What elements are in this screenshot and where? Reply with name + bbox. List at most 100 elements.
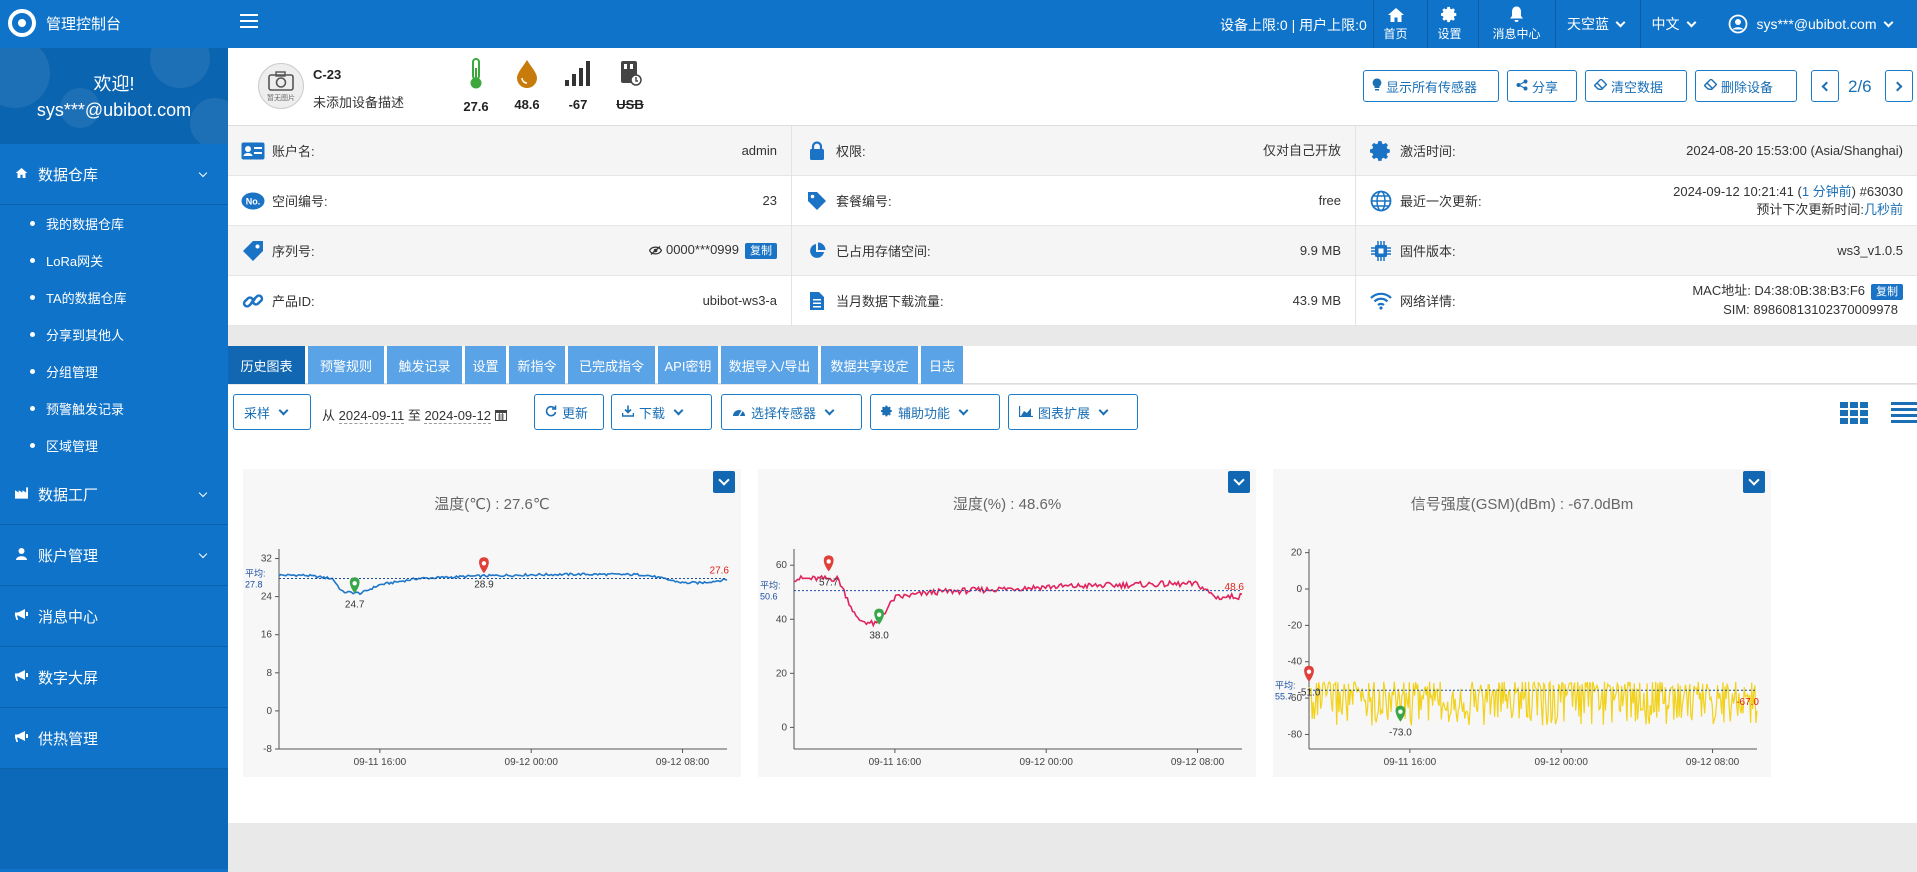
chip-icon <box>1368 238 1394 264</box>
sidebar-group-label: 数字大屏 <box>38 669 99 687</box>
theme-select[interactable]: 天空蓝 <box>1555 0 1635 48</box>
y-tick-label: 20 <box>776 668 788 679</box>
id-card-icon <box>240 138 266 164</box>
menu-toggle-icon[interactable] <box>240 14 258 30</box>
previous-device-button[interactable] <box>1811 70 1839 102</box>
message-center-label: 消息中心 <box>1492 27 1541 41</box>
user-menu[interactable]: sys***@ubibot.com <box>1710 0 1910 48</box>
chevron-left-icon <box>1821 81 1832 91</box>
copy-mac-button[interactable]: 复制 <box>1871 284 1903 300</box>
tab-history-chart[interactable]: 历史图表 <box>228 346 305 384</box>
bullet-icon <box>30 221 35 226</box>
sidebar-item-my-warehouse[interactable]: 我的数据仓库 <box>0 205 228 242</box>
sidebar-group-bigscreen[interactable]: 数字大屏 <box>0 647 228 708</box>
device-header: 暂无图片 C-23 未添加设备描述 27.6 48.6 -67 USB 显示所有… <box>228 48 1917 126</box>
date-to-value[interactable]: 2024-09-12 <box>424 408 491 424</box>
megaphone-icon <box>14 731 28 745</box>
sidebar-item-area-management[interactable]: 区域管理 <box>0 427 228 464</box>
welcome-text: 欢迎! <box>93 74 135 94</box>
select-sensor-dropdown[interactable]: 选择传感器 <box>721 394 862 430</box>
tab-settings[interactable]: 设置 <box>465 346 506 384</box>
home-icon <box>1387 7 1404 22</box>
language-select[interactable]: 中文 <box>1640 0 1705 48</box>
date-range-picker[interactable]: 从 2024-09-11 至 2024-09-12 <box>322 405 507 424</box>
delete-device-button[interactable]: 删除设备 <box>1695 70 1797 102</box>
brand[interactable]: 管理控制台 <box>8 9 121 37</box>
chart-menu-button[interactable] <box>1228 471 1250 493</box>
refresh-icon <box>545 405 557 420</box>
sidebar-group-label: 供热管理 <box>38 730 99 748</box>
ubibot-logo-icon <box>8 9 36 37</box>
sensor-temperature[interactable]: 27.6 <box>454 58 498 114</box>
sidebar-group-data-factory[interactable]: 数据工厂 <box>0 464 228 525</box>
sidebar: 欢迎! sys***@ubibot.com 数据仓库 我的数据仓库 LoRa网关… <box>0 48 228 872</box>
tab-completed-commands[interactable]: 已完成指令 <box>568 346 655 384</box>
share-button[interactable]: 分享 <box>1507 70 1577 102</box>
date-from-value[interactable]: 2024-09-11 <box>338 408 405 424</box>
max-marker-label: 28.9 <box>474 579 494 590</box>
y-tick-label: -20 <box>1288 620 1303 631</box>
sensor-humidity[interactable]: 48.6 <box>505 58 549 112</box>
average-label: 平均: <box>1275 679 1296 690</box>
tab-alert-rules[interactable]: 预警规则 <box>308 346 384 384</box>
tab-data-sharing[interactable]: 数据共享设定 <box>821 346 918 384</box>
sensor-signal[interactable]: -67 <box>556 58 600 112</box>
calendar-icon[interactable] <box>494 409 507 424</box>
settings-button[interactable]: 设置 <box>1427 0 1471 48</box>
next-update-label: 预计下次更新时间: <box>1756 201 1864 217</box>
device-avatar[interactable]: 暂无图片 <box>258 63 304 109</box>
info-label: 已占用存储空间: <box>836 244 931 259</box>
button-label: 采样 <box>244 405 271 421</box>
sidebar-item-group-management[interactable]: 分组管理 <box>0 353 228 390</box>
assist-dropdown[interactable]: 辅助功能 <box>870 394 1000 430</box>
show-all-sensors-button[interactable]: 显示所有传感器 <box>1363 70 1499 102</box>
clear-data-button[interactable]: 清空数据 <box>1585 70 1687 102</box>
sidebar-item-ta-warehouse[interactable]: TA的数据仓库 <box>0 279 228 316</box>
factory-icon <box>14 486 28 502</box>
chart-extension-dropdown[interactable]: 图表扩展 <box>1008 394 1138 430</box>
x-tick-label: 09-12 00:00 <box>1020 757 1074 768</box>
tab-new-command[interactable]: 新指令 <box>509 346 565 384</box>
y-tick-label: 8 <box>266 668 272 679</box>
chart-menu-button[interactable] <box>1743 471 1765 493</box>
sensor-power[interactable]: USB <box>608 58 652 112</box>
sample-dropdown[interactable]: 采样 <box>233 394 311 430</box>
sensor-value: 48.6 <box>514 97 540 112</box>
info-label: 当月数据下载流量: <box>836 294 944 309</box>
tab-api-keys[interactable]: API密钥 <box>658 346 718 384</box>
date-to-label: 至 <box>407 408 421 423</box>
copy-serial-button[interactable]: 复制 <box>745 243 777 259</box>
sidebar-group-account[interactable]: 账户管理 <box>0 525 228 586</box>
sidebar-group-heating[interactable]: 供热管理 <box>0 708 228 769</box>
download-dropdown[interactable]: 下载 <box>611 394 712 430</box>
tab-data-import-export[interactable]: 数据导入/导出 <box>721 346 818 384</box>
next-device-button[interactable] <box>1885 70 1913 102</box>
language-value: 中文 <box>1651 16 1680 32</box>
last-value-label: 27.6 <box>710 565 730 576</box>
device-description: 未添加设备描述 <box>313 95 405 110</box>
refresh-button[interactable]: 更新 <box>534 394 604 430</box>
message-center-button[interactable]: 消息中心 <box>1478 0 1554 48</box>
chart-menu-button[interactable] <box>713 471 735 493</box>
sensor-value: -67 <box>568 97 588 112</box>
sidebar-item-label: 分组管理 <box>46 365 99 380</box>
sidebar-item-share-others[interactable]: 分享到其他人 <box>0 316 228 353</box>
min-marker-label: 24.7 <box>345 599 365 610</box>
humidity-drop-icon <box>517 60 537 88</box>
chevron-down-icon <box>198 488 208 498</box>
sidebar-item-alert-records[interactable]: 预警触发记录 <box>0 390 228 427</box>
home-button[interactable]: 首页 <box>1373 0 1417 48</box>
sidebar-group-messages[interactable]: 消息中心 <box>0 586 228 647</box>
tab-log[interactable]: 日志 <box>921 346 963 384</box>
list-view-icon[interactable] <box>1891 402 1917 427</box>
eye-slash-icon[interactable] <box>648 242 663 260</box>
user-circle-icon <box>1729 14 1748 34</box>
min-marker-label: 38.0 <box>869 631 889 642</box>
sidebar-item-lora-gateway[interactable]: LoRa网关 <box>0 242 228 279</box>
info-value: 2024-09-12 10:21:41 (1 分钟前) #63030 预计下次更… <box>1673 183 1903 219</box>
grid-view-icon[interactable] <box>1840 402 1868 427</box>
last-update-time: 2024-09-12 10:21:41 ( <box>1673 183 1802 199</box>
tab-trigger-records[interactable]: 触发记录 <box>387 346 462 384</box>
button-label: 选择传感器 <box>751 405 817 421</box>
sidebar-group-data-warehouse[interactable]: 数据仓库 <box>0 144 228 205</box>
